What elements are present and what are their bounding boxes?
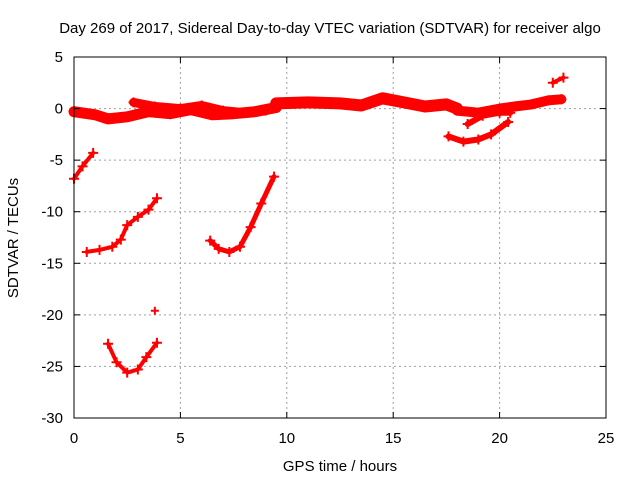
data-point xyxy=(505,107,516,118)
data-point xyxy=(473,134,484,145)
data-point xyxy=(115,234,126,245)
data-point xyxy=(335,98,345,109)
y-tick-label: -30 xyxy=(41,410,63,427)
data-point xyxy=(377,93,388,104)
data-point xyxy=(81,246,92,257)
data-point xyxy=(132,364,143,375)
data-point xyxy=(90,109,101,120)
data-point xyxy=(213,243,224,254)
data-point xyxy=(103,113,114,124)
data-point xyxy=(269,171,280,182)
data-point xyxy=(239,107,250,118)
data-point xyxy=(303,97,314,108)
series-dip-branch xyxy=(464,109,514,127)
x-tick-label: 5 xyxy=(176,430,184,447)
series-rise-a xyxy=(84,196,159,254)
data-point xyxy=(224,246,235,257)
data-point xyxy=(205,235,216,246)
data-point xyxy=(88,147,99,158)
data-point xyxy=(234,241,245,252)
data-point xyxy=(452,105,463,116)
y-axis-label: SDTVAR / TECUs xyxy=(5,178,22,298)
data-point xyxy=(103,338,114,349)
data-point xyxy=(245,222,256,233)
data-point xyxy=(486,129,497,140)
data-point xyxy=(122,367,133,378)
data-point xyxy=(107,241,118,252)
x-tick-label: 10 xyxy=(278,430,295,447)
data-point xyxy=(494,107,505,118)
data-point xyxy=(462,119,473,130)
data-point xyxy=(196,100,207,111)
data-point xyxy=(217,105,228,116)
y-tick-label: -5 xyxy=(50,152,63,169)
data-point xyxy=(122,111,133,122)
data-point xyxy=(477,110,488,121)
data-point xyxy=(111,357,122,368)
data-point xyxy=(356,100,367,111)
data-point xyxy=(94,244,105,255)
data-point xyxy=(77,161,88,172)
data-point xyxy=(260,105,271,116)
axis-ticks: 0 5 10 15 20 25 5 0 -5 -10 -15 -20 -25 -30 xyxy=(41,49,614,447)
data-series xyxy=(68,72,569,378)
y-tick-label: -10 xyxy=(41,204,63,221)
data-point xyxy=(458,136,469,147)
data-point xyxy=(543,95,554,106)
data-point xyxy=(132,211,143,222)
data-point xyxy=(128,97,139,108)
data-point xyxy=(151,193,162,204)
x-tick-label: 20 xyxy=(491,430,508,447)
data-point xyxy=(441,99,452,110)
data-point xyxy=(556,94,567,105)
data-point xyxy=(141,352,152,363)
data-point xyxy=(398,97,409,108)
data-point xyxy=(547,77,558,88)
series-u-curve xyxy=(207,174,277,255)
series-v-curve xyxy=(106,340,159,375)
y-tick-label: 5 xyxy=(55,49,63,66)
data-point xyxy=(420,101,431,112)
data-point xyxy=(149,101,160,112)
isolated-data-point xyxy=(150,306,159,315)
data-point xyxy=(271,98,282,109)
chart-title: Day 269 of 2017, Sidereal Day-to-day VTE… xyxy=(59,20,601,37)
y-tick-label: -25 xyxy=(41,358,63,375)
x-tick-label: 0 xyxy=(70,430,78,447)
data-point xyxy=(558,72,569,83)
x-axis-label: GPS time / hours xyxy=(283,458,397,475)
data-point xyxy=(151,337,162,348)
y-tick-label: 0 xyxy=(55,101,63,118)
x-tick-label: 15 xyxy=(385,430,402,447)
plot-frame xyxy=(73,56,607,419)
data-point xyxy=(526,99,537,110)
x-tick-label: 25 xyxy=(598,430,615,447)
y-tick-label: -20 xyxy=(41,307,63,324)
data-point xyxy=(175,103,186,114)
data-point xyxy=(143,204,154,215)
data-point xyxy=(122,220,133,231)
data-point xyxy=(256,198,267,209)
data-point xyxy=(443,131,454,142)
y-tick-label: -15 xyxy=(41,255,63,272)
data-point xyxy=(509,101,520,112)
data-point xyxy=(503,116,514,127)
